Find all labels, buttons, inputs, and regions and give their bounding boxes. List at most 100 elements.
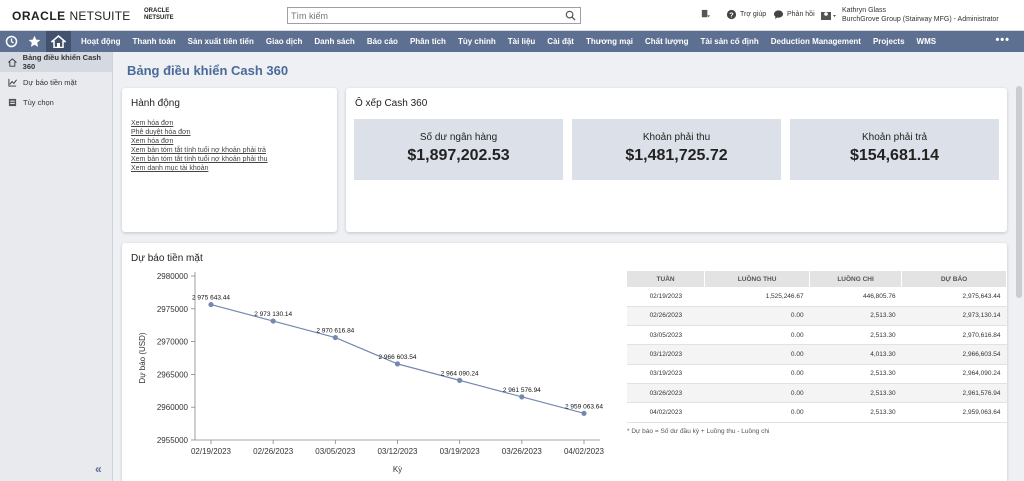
star-icon [28, 35, 41, 47]
nav-item[interactable]: Thương mại [585, 37, 634, 46]
help-link[interactable]: ? Trợ giúp [726, 9, 766, 20]
table-cell: 2,513.30 [809, 325, 902, 346]
sidebar-item-settings[interactable]: Tùy chọn [0, 92, 112, 112]
nav-item[interactable]: Projects [872, 37, 905, 46]
nav-item[interactable]: Tùy chỉnh [457, 37, 496, 46]
x-axis-label: Kỳ [393, 465, 402, 474]
svg-text:?: ? [729, 10, 734, 19]
nav-item[interactable]: WMS [916, 37, 937, 46]
nav-item[interactable]: Tài liệu [507, 37, 536, 46]
action-link[interactable]: Phê duyệt hóa đơn [131, 129, 191, 136]
user-role-icon[interactable] [821, 10, 837, 21]
action-link[interactable]: Xem danh mục tài khoản [131, 165, 209, 172]
data-label: 2 975 643.44 [192, 295, 230, 302]
search-input[interactable] [288, 8, 558, 23]
data-point [519, 394, 525, 400]
table-cell: 03/05/2023 [627, 325, 705, 346]
table-row: 03/12/2023 0.00 4,013.30 2,966,603.54 [627, 344, 1007, 365]
actions-portlet: Hành động Xem hóa đơn Phê duyệt hóa đơn Xe… [122, 88, 337, 232]
column-header-inflow[interactable]: LUỒNG THU [704, 271, 811, 287]
home-icon [51, 35, 66, 48]
home-button[interactable] [46, 31, 71, 52]
table-cell: 2,959,063.64 [901, 402, 1007, 423]
x-tick-label: 03/12/2023 [377, 447, 418, 456]
left-sidebar: Bảng điều khiển Cash 360 Dự báo tiền mặt… [0, 52, 113, 481]
tile-accounts-payable[interactable]: Khoản phải trả $154,681.14 [790, 119, 999, 180]
user-info[interactable]: Kathryn Glass BurchGrove Group (Stairway… [842, 6, 999, 24]
y-tick-label: 2970000 [157, 338, 189, 347]
data-point [332, 334, 338, 341]
recent-records-menu[interactable] [700, 9, 711, 20]
table-cell: 0.00 [704, 383, 810, 404]
table-row: 04/02/2023 0.00 2,513.30 2,959,063.64 [627, 402, 1007, 423]
nav-item[interactable]: Báo cáo [366, 37, 398, 46]
oracle-netsuite-logo[interactable]: ORACLE NETSUITE [12, 9, 131, 23]
feedback-link[interactable]: Phản hồi [773, 9, 815, 20]
tile-accounts-receivable[interactable]: Khoản phải thu $1,481,725.72 [572, 119, 781, 180]
table-cell: 02/26/2023 [627, 306, 705, 327]
x-tick-label: 03/26/2023 [502, 447, 543, 456]
nav-item[interactable]: Deduction Management [770, 37, 861, 46]
action-link[interactable]: Xem hóa đơn [131, 138, 174, 145]
nav-item[interactable]: Danh sách [314, 37, 355, 46]
action-link[interactable]: Xem bản tóm tắt tính tuổi nợ khoản phải … [131, 147, 266, 154]
action-link[interactable]: Xem hóa đơn [131, 120, 174, 127]
table-cell: 0.00 [704, 344, 810, 365]
settings-icon [8, 98, 17, 106]
table-cell: 2,966,603.54 [901, 344, 1007, 365]
table-row: 02/19/2023 1,525,246.67 446,805.76 2,975,64… [627, 287, 1007, 307]
sidebar-item-label: Bảng điều khiển Cash 360 [22, 53, 102, 71]
collapse-sidebar-button[interactable]: « [95, 462, 102, 476]
recent-history-button[interactable] [0, 31, 23, 52]
tile-label: Khoản phải trả [861, 132, 928, 143]
sidebar-item-cash-forecast[interactable]: Dự báo tiền mặt [0, 72, 112, 92]
table-cell: 2,973,130.14 [901, 306, 1007, 327]
nav-more-button[interactable]: ••• [995, 34, 1010, 46]
page-title: Bảng điều khiển Cash 360 [127, 63, 289, 78]
search-icon[interactable] [565, 10, 576, 21]
data-point [270, 318, 276, 324]
data-label: 2 970 616.84 [316, 328, 354, 335]
nav-item[interactable]: Tài sản cố định [700, 37, 759, 46]
column-header-outflow[interactable]: LUỒNG CHI [809, 271, 903, 287]
page-scrollbar[interactable] [1016, 86, 1022, 298]
nav-item[interactable]: Chất lượng [645, 37, 689, 46]
y-axis-label: Dự báo (USD) [138, 332, 147, 383]
x-tick-label: 04/02/2023 [564, 447, 605, 456]
tile-value: $1,481,725.72 [625, 147, 728, 164]
global-search[interactable] [287, 7, 581, 24]
column-header-week[interactable]: TUẦN [627, 271, 706, 287]
nav-item[interactable]: Sản xuất tiên tiến [187, 37, 254, 46]
actions-list: Xem hóa đơn Phê duyệt hóa đơn Xem hóa đơn X… [131, 119, 268, 173]
favorites-button[interactable] [23, 31, 46, 52]
recent-records-icon [701, 9, 711, 18]
tile-bank-balance[interactable]: Số dư ngân hàng $1,897,202.53 [354, 119, 563, 180]
help-label: Trợ giúp [740, 11, 767, 18]
table-cell: 02/19/2023 [627, 287, 705, 307]
nav-item[interactable]: Phân tích [409, 37, 446, 46]
table-cell: 03/19/2023 [627, 364, 705, 384]
forecast-line-chart: 2955000 2960000 2965000 2970000 2975000 29800… [138, 272, 605, 474]
table-cell: 4,013.30 [809, 344, 902, 365]
data-label: 2 961 576.94 [503, 387, 541, 394]
y-tick-label: 2955000 [157, 436, 189, 445]
action-link[interactable]: Xem bản tóm tắt tính tuổi nợ khoản phải … [131, 156, 268, 163]
sidebar-item-cash360-dashboard[interactable]: Bảng điều khiển Cash 360 [0, 52, 112, 72]
table-cell: 2,513.30 [809, 364, 902, 384]
y-tick-label: 2980000 [157, 272, 189, 281]
nav-item[interactable]: Cài đặt [547, 37, 574, 46]
nav-item[interactable]: Thanh toán [132, 37, 176, 46]
forecast-title: Dự báo tiền mặt [131, 253, 203, 264]
table-cell: 03/26/2023 [627, 383, 705, 404]
history-icon [5, 35, 18, 48]
data-point [208, 301, 214, 308]
nav-item[interactable]: Hoạt động [81, 37, 121, 46]
nav-item[interactable]: Giao dịch [265, 37, 303, 46]
table-cell: 0.00 [704, 402, 810, 423]
table-cell: 2,513.30 [809, 402, 902, 423]
y-tick-label: 2960000 [157, 403, 189, 412]
company-logo: ORACLE NETSUITE [144, 8, 174, 21]
table-row: 03/05/2023 0.00 2,513.30 2,970,616.84 [627, 325, 1007, 346]
column-header-forecast[interactable]: DỰ BÁO [901, 271, 1007, 287]
cash360-tiles-portlet: Ô xếp Cash 360 Số dư ngân hàng $1,897,20… [346, 88, 1007, 232]
